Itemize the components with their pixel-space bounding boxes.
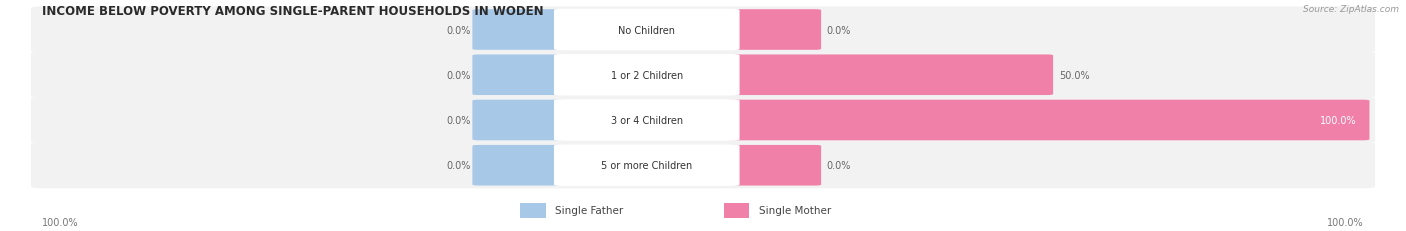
Text: 0.0%: 0.0% — [827, 161, 851, 170]
Text: 5 or more Children: 5 or more Children — [602, 161, 692, 170]
FancyBboxPatch shape — [554, 100, 740, 141]
Text: 0.0%: 0.0% — [447, 116, 471, 125]
FancyBboxPatch shape — [472, 55, 568, 96]
FancyBboxPatch shape — [520, 203, 546, 218]
FancyBboxPatch shape — [725, 55, 1053, 96]
Text: Single Father: Single Father — [555, 205, 624, 215]
Text: 0.0%: 0.0% — [447, 161, 471, 170]
Text: 0.0%: 0.0% — [447, 70, 471, 80]
Text: Source: ZipAtlas.com: Source: ZipAtlas.com — [1303, 5, 1399, 14]
Text: 0.0%: 0.0% — [827, 25, 851, 35]
FancyBboxPatch shape — [472, 10, 568, 51]
FancyBboxPatch shape — [554, 10, 740, 51]
Text: 0.0%: 0.0% — [447, 25, 471, 35]
FancyBboxPatch shape — [31, 97, 1375, 143]
FancyBboxPatch shape — [554, 145, 740, 186]
Text: 3 or 4 Children: 3 or 4 Children — [610, 116, 683, 125]
FancyBboxPatch shape — [725, 10, 821, 51]
FancyBboxPatch shape — [725, 145, 821, 186]
Text: 100.0%: 100.0% — [1327, 217, 1364, 227]
Text: No Children: No Children — [619, 25, 675, 35]
FancyBboxPatch shape — [31, 143, 1375, 188]
Text: 50.0%: 50.0% — [1059, 70, 1090, 80]
Text: 100.0%: 100.0% — [42, 217, 79, 227]
Text: Single Mother: Single Mother — [759, 205, 831, 215]
FancyBboxPatch shape — [554, 55, 740, 96]
Text: INCOME BELOW POVERTY AMONG SINGLE-PARENT HOUSEHOLDS IN WODEN: INCOME BELOW POVERTY AMONG SINGLE-PARENT… — [42, 5, 544, 18]
FancyBboxPatch shape — [31, 52, 1375, 98]
FancyBboxPatch shape — [724, 203, 749, 218]
Text: 100.0%: 100.0% — [1320, 116, 1357, 125]
FancyBboxPatch shape — [31, 7, 1375, 53]
FancyBboxPatch shape — [472, 145, 568, 186]
Text: 1 or 2 Children: 1 or 2 Children — [610, 70, 683, 80]
FancyBboxPatch shape — [725, 100, 1369, 141]
FancyBboxPatch shape — [472, 100, 568, 141]
